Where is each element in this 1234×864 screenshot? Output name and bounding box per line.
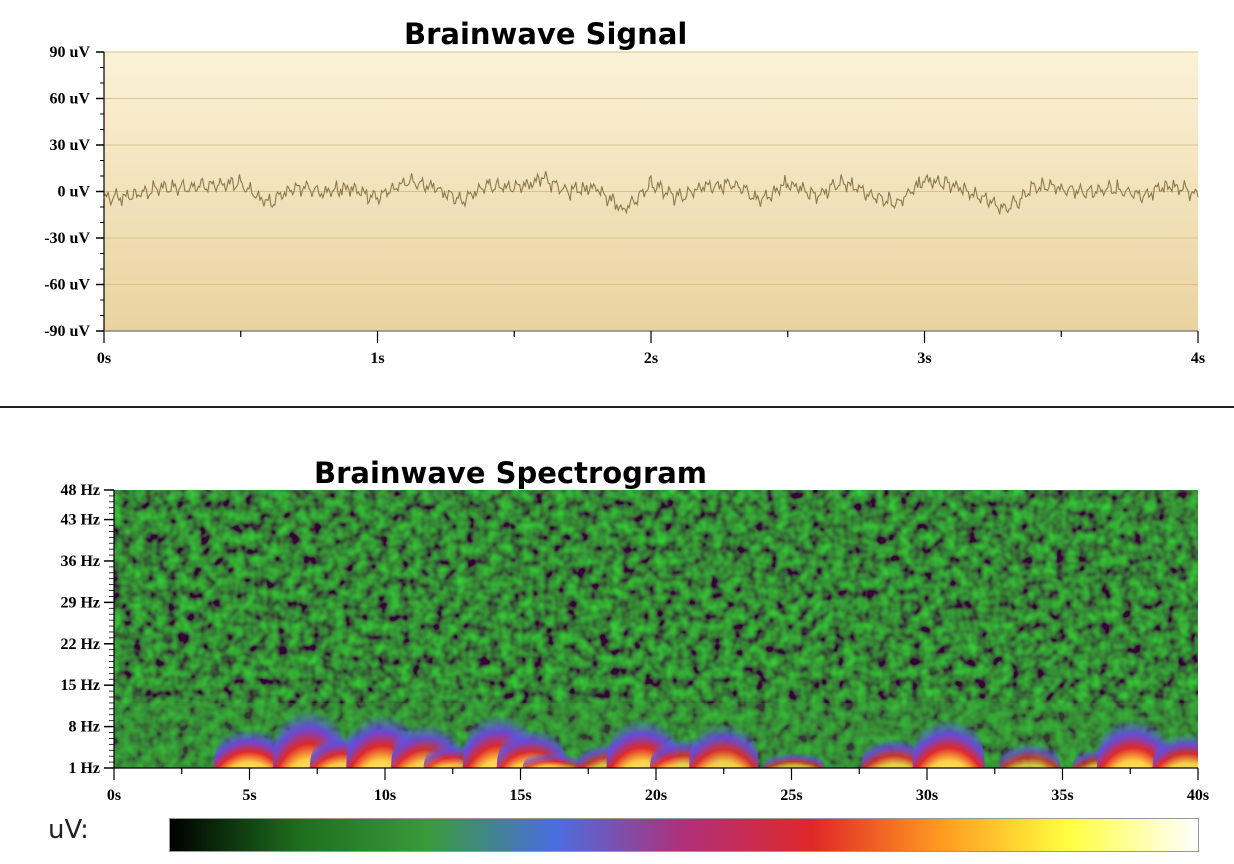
spectrogram-x-tick-label: 0s [107,787,121,804]
spectrogram-x-tick-label: 15s [509,787,531,804]
signal-title: Brainwave Signal [400,17,692,51]
spectrogram-x-tick-label: 25s [780,787,802,804]
signal-x-tick-label: 4s [1191,350,1205,367]
spectrogram-hotspot [999,736,1061,768]
signal-chart: 90 uV 60 uV 30 uV 0 uV -30 uV -60 uV -90 uV 0s 1… [44,44,1205,367]
signal-x-tick-label: 1s [370,350,384,367]
spectrogram-y-tick-label: 22 Hz [60,636,100,653]
spectrogram-hotspot [912,706,985,768]
spectrogram-x-tick-label: 30s [916,787,938,804]
signal-x-tick-label: 3s [917,350,931,367]
spectrogram-title: Brainwave Spectrogram [310,456,712,490]
spectrogram-y-tick-label: 29 Hz [60,594,100,611]
spectrogram-x-tick-label: 20s [645,787,667,804]
signal-y-tick-label: 60 uV [50,91,91,108]
spectrogram-hotspot [1152,724,1198,768]
spectrogram-hotspot [861,730,928,768]
signal-y-tick-label: 90 uV [50,44,91,61]
spectrogram-hotspot [689,712,759,768]
spectrogram-y-tick-label: 48 Hz [60,482,100,499]
spectrogram-y-tick-label: 36 Hz [60,553,100,570]
spectrogram-x-tick-label: 35s [1051,787,1073,804]
spectrogram-y-tick-label: 43 Hz [60,512,100,529]
spectrogram-hotspot [522,748,584,768]
spectrogram-y-tick-label: 15 Hz [60,677,100,694]
signal-x-tick-label: 0s [97,350,111,367]
section-divider [0,406,1234,408]
colorbar-label: uV: [48,815,89,845]
signal-y-tick-label: 0 uV [58,184,91,201]
spectrogram-y-tick-label: 1 Hz [68,760,100,777]
signal-y-tick-label: -60 uV [44,277,90,294]
colorbar [169,818,1199,852]
spectrogram-x-tick-label: 40s [1187,787,1209,804]
signal-y-tick-label: -30 uV [44,230,90,247]
spectrogram-hotspot [763,748,825,768]
spectrogram-x-tick-label: 5s [242,787,256,804]
signal-y-tick-label: -90 uV [44,323,90,340]
signal-y-tick-label: 30 uV [50,137,91,154]
signal-trace [103,171,1199,215]
spectrogram-x-tick-label: 10s [374,787,396,804]
spectrogram-y-tick-label: 8 Hz [68,719,100,736]
signal-x-tick-label: 2s [644,350,658,367]
spectrogram-hotspot [1096,706,1169,768]
spectrogram-hotspot [213,718,286,768]
